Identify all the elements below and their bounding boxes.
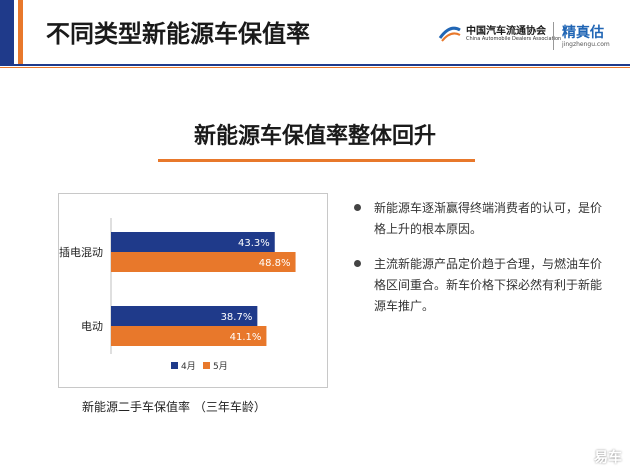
bar [111, 232, 275, 252]
legend-label: 4月 [181, 361, 196, 372]
legend-swatch [203, 362, 210, 369]
legend-swatch [171, 362, 178, 369]
chart-frame: 插电混动 43.3% 48.8% 电动 38.7% 41.1% 4月 5月 [58, 193, 328, 388]
bar [111, 306, 258, 326]
chart-caption: 新能源二手车保值率 （三年车龄） [82, 400, 266, 414]
association-name-en: China Automobile Dealers Association [466, 36, 562, 42]
bullet-list: 新能源车逐渐赢得终端消费者的认可，是价格上升的根本原因。 主流新能源产品定价趋于… [350, 198, 610, 331]
category-label: 电动 [81, 320, 103, 333]
association-logo: 中国汽车流通协会 China Automobile Dealers Associ… [438, 18, 561, 54]
bullet-dot-icon [354, 260, 361, 267]
bar-chart: 插电混动 43.3% 48.8% 电动 38.7% 41.1% 4月 5月 [59, 218, 296, 372]
watermark-text: 易车 [594, 450, 622, 466]
header-bar [0, 0, 630, 64]
bullet-text: 主流新能源产品定价趋于合理，与燃油车价格区间重合。新车价格下探必然有利于新能源车… [374, 257, 603, 313]
bullet-text: 新能源车逐渐赢得终端消费者的认可，是价格上升的根本原因。 [374, 201, 603, 236]
page-title: 不同类型新能源车保值率 [46, 20, 310, 48]
association-emblem-icon [438, 26, 461, 42]
bar [111, 326, 267, 346]
data-label: 41.1% [230, 332, 262, 343]
category-label: 插电混动 [59, 245, 103, 259]
brand-name: 精真估 [562, 25, 604, 41]
header-divider-orange [0, 67, 630, 68]
bullet-item: 主流新能源产品定价趋于合理，与燃油车价格区间重合。新车价格下探必然有利于新能源车… [350, 254, 610, 317]
bullet-dot-icon [354, 204, 361, 211]
bullet-item: 新能源车逐渐赢得终端消费者的认可，是价格上升的根本原因。 [350, 198, 610, 240]
logo-divider [553, 22, 554, 50]
header-divider-blue [0, 64, 630, 66]
brand-url: jingzhengu.com [562, 41, 610, 48]
data-label: 43.3% [238, 238, 270, 249]
bar [111, 252, 296, 272]
legend-label: 5月 [213, 361, 228, 372]
header-accent-orange [18, 0, 23, 64]
data-label: 48.8% [259, 258, 291, 269]
section-underline [158, 159, 475, 162]
header-accent-blue [0, 0, 14, 64]
section-title: 新能源车保值率整体回升 [193, 124, 436, 149]
association-name: 中国汽车流通协会 [466, 26, 546, 37]
data-label: 38.7% [221, 312, 253, 323]
